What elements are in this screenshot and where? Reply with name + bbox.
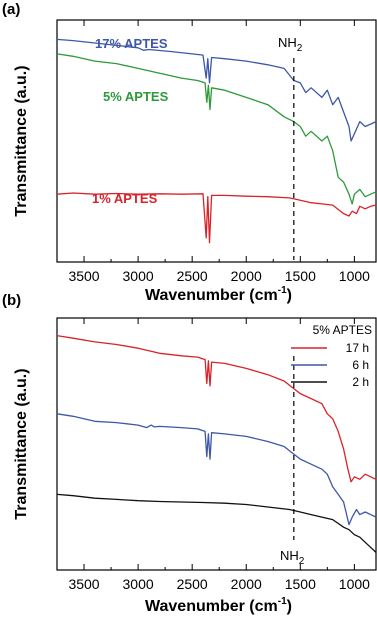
legend-entry: 6 h (352, 358, 369, 372)
plot-frame (56, 19, 377, 263)
series-line-2-h (56, 493, 377, 553)
series-label: 17% APTES (95, 36, 168, 51)
x-tick-label: 3500 (68, 268, 99, 284)
x-tick-label: 2500 (177, 268, 208, 284)
series-line-1-aptes (56, 192, 377, 244)
panel-label: (b) (2, 292, 21, 309)
y-axis-title: Transmittance (a.u.) (13, 65, 30, 216)
x-axis-title: Wavenumber (cm-1) (145, 596, 292, 615)
series-line-6-h (56, 413, 377, 526)
series-label: 1% APTES (92, 191, 158, 206)
series-line-17-aptes (56, 38, 377, 142)
legend: 5% APTES 17 h 6 h 2 h (291, 323, 372, 389)
x-tick-label: 1000 (339, 576, 370, 592)
nh2-annotation: NH2 (280, 548, 305, 567)
x-tick-label: 1000 (339, 268, 370, 284)
x-tick-label: 3500 (68, 576, 99, 592)
x-tick-label: 2500 (177, 576, 208, 592)
x-tick-label: 3000 (123, 576, 154, 592)
series-line-5-aptes (56, 53, 377, 205)
x-tick-label: 3000 (123, 268, 154, 284)
x-tick-label: 2000 (231, 268, 262, 284)
x-tick-label: 2000 (231, 576, 262, 592)
x-tick-label: 1500 (285, 268, 316, 284)
y-axis-title: Transmittance (a.u.) (13, 368, 30, 519)
series-line-17-h (56, 334, 377, 483)
panel-label: (a) (2, 1, 20, 18)
x-tick-label: 1500 (285, 576, 316, 592)
legend-title: 5% APTES (313, 323, 372, 337)
nh2-annotation: NH2 (278, 35, 303, 54)
panel-a: (a) NH2 3500 3000 2500 2000 1500 1000 Wavenumber… (2, 1, 377, 304)
series-label: 5% APTES (103, 89, 169, 104)
panel-b: (b) NH2 3500 3000 2500 2000 1500 1000 Wavenumber… (2, 292, 377, 615)
x-axis-title: Wavenumber (cm-1) (145, 285, 292, 304)
legend-entry: 2 h (352, 375, 369, 389)
plot-frame (56, 317, 377, 571)
legend-entry: 17 h (346, 341, 369, 355)
